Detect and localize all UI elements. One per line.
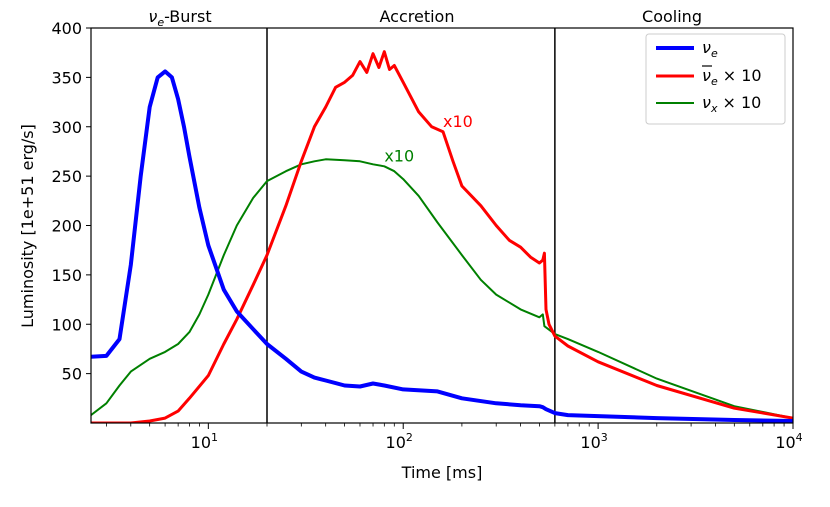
x-tick-label: 104 (775, 431, 802, 452)
series-line-2 (91, 158, 793, 420)
x-tick-label: 103 (580, 431, 607, 452)
y-axis-title: Luminosity [1e+51 erg/s] (18, 124, 37, 328)
axis-ticks: 50 100 150 200 250 300 350 400 101 102 103 104 (51, 19, 802, 452)
phase-label-accretion: Accretion (380, 7, 455, 26)
y-tick-label: 300 (51, 118, 82, 137)
y-tick-label: 100 (51, 315, 82, 334)
phase-label-burst: νe-Burst (148, 7, 211, 29)
y-tick-label: 150 (51, 266, 82, 285)
series-line-1 (91, 50, 793, 423)
x-tick-label: 102 (386, 431, 413, 452)
annotation-antinue: x10 (443, 112, 473, 131)
y-tick-label: 250 (51, 167, 82, 186)
y-tick-label: 350 (51, 68, 82, 87)
legend-frame (645, 33, 786, 125)
series-lines (91, 50, 793, 423)
series-line-0 (91, 69, 793, 423)
y-tick-label: 400 (51, 19, 82, 38)
legend-label-antinue: νe × 10 (702, 66, 762, 88)
y-tick-label: 50 (62, 365, 82, 384)
legend: νe νe × 10 νx × 10 (645, 33, 786, 125)
legend-label-nue: νe (702, 38, 718, 60)
x-axis-title: Time [ms] (401, 463, 483, 482)
plot-frame (90, 27, 794, 424)
legend-label-nux: νx × 10 (702, 93, 761, 115)
annotation-nux: x10 (384, 146, 414, 165)
y-tick-label: 200 (51, 217, 82, 236)
x-tick-label: 101 (191, 431, 218, 452)
phase-label-cooling: Cooling (642, 7, 702, 26)
phase-boundaries (266, 28, 556, 423)
